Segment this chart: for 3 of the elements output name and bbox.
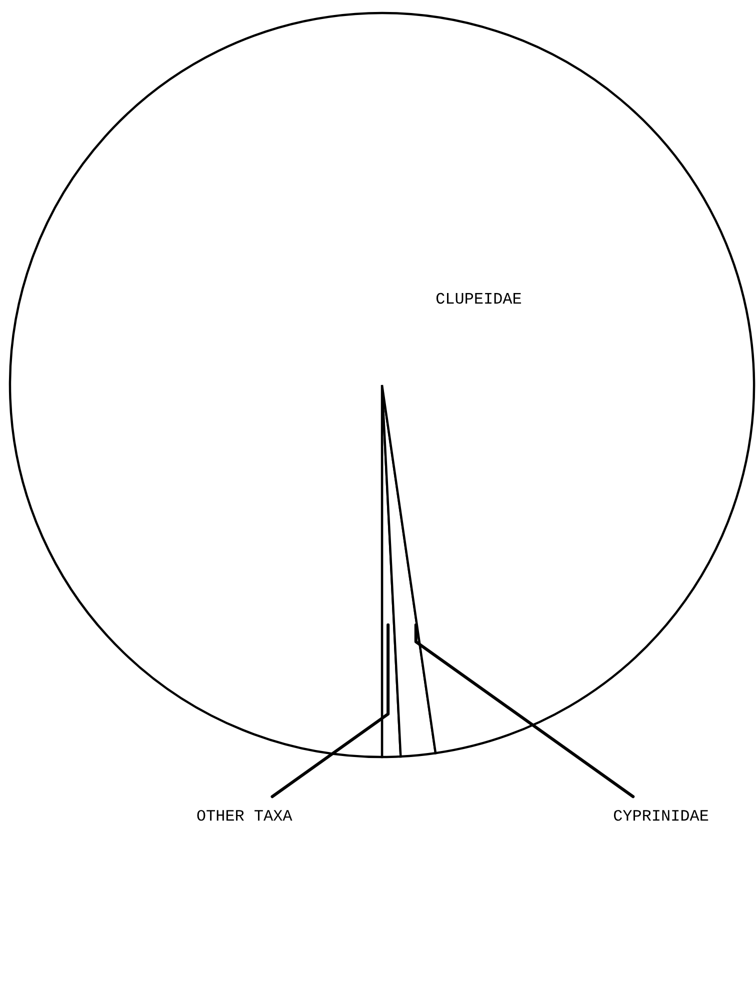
slice-label: OTHER TAXA [197,810,292,821]
slice-label: CYPRINIDAE [614,810,708,821]
slice-label: CLUPEIDAE [436,292,522,304]
